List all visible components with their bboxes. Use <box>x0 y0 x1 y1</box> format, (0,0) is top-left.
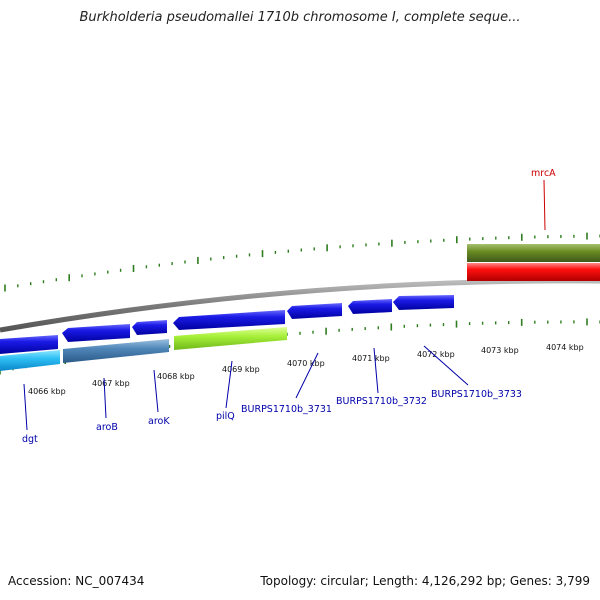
leader-aroK <box>153 369 159 413</box>
gene-label-dgt[interactable]: dgt <box>22 434 38 445</box>
leader-3732 <box>373 347 379 394</box>
leader-aroB <box>103 377 107 419</box>
gene-label-pilQ[interactable]: pilQ <box>216 411 235 422</box>
chromosome-backbone <box>0 278 600 333</box>
feature-arrows <box>0 295 454 371</box>
leader-3731 <box>295 352 319 399</box>
scale-label-4069: 4069 kbp <box>222 365 260 374</box>
leader-dgt <box>23 383 28 431</box>
scale-label-4067: 4067 kbp <box>92 379 130 388</box>
scale-label-4072: 4072 kbp <box>417 350 455 359</box>
scale-labels: 4066 kbp 4067 kbp 4068 kbp 4069 kbp 4070… <box>28 343 584 396</box>
gene-label-aroB[interactable]: aroB <box>96 422 118 433</box>
topology-summary: Topology: circular; Length: 4,126,292 bp… <box>260 574 590 588</box>
gene-arrow-4[interactable] <box>173 310 285 330</box>
scale-label-4071: 4071 kbp <box>352 354 390 363</box>
accession-text: Accession: NC_007434 <box>8 574 145 588</box>
scale-label-4070: 4070 kbp <box>287 359 325 368</box>
gene-label-BURPS1710b_3732[interactable]: BURPS1710b_3732 <box>336 396 427 407</box>
gene-arrow-2[interactable] <box>62 324 130 342</box>
gene-arrow-3[interactable] <box>132 320 167 335</box>
scale-label-4074: 4074 kbp <box>546 343 584 352</box>
map-title: Burkholderia pseudomallei 1710b chromoso… <box>79 10 521 25</box>
gene-dgt-cds[interactable] <box>0 350 60 371</box>
gene-pilQ-cds[interactable] <box>174 327 287 350</box>
label-leaders <box>23 179 546 431</box>
scale-label-4073: 4073 kbp <box>481 346 519 355</box>
gene-mrcA-red[interactable] <box>467 263 600 281</box>
gene-label-BURPS1710b_3733[interactable]: BURPS1710b_3733 <box>431 389 522 400</box>
scale-label-4068: 4068 kbp <box>157 372 195 381</box>
gene-mrcA-olive[interactable] <box>467 244 600 262</box>
gene-arrow-5[interactable] <box>287 303 342 319</box>
gene-label-aroK[interactable]: aroK <box>148 416 170 427</box>
scale-label-4066: 4066 kbp <box>28 387 66 396</box>
gene-label-mrcA[interactable]: mrcA <box>531 168 556 179</box>
gene-arrow-1[interactable] <box>0 335 58 354</box>
outer-tick-marks <box>4 232 600 292</box>
gene-arrow-6[interactable] <box>348 299 392 314</box>
leader-mrcA <box>543 179 546 231</box>
gene-labels: mrcA dgt aroB aroK pilQ BURPS1710b_3731 … <box>22 168 556 445</box>
leader-3733 <box>423 345 469 386</box>
gene-label-BURPS1710b_3731[interactable]: BURPS1710b_3731 <box>241 404 332 415</box>
gene-arrow-7[interactable] <box>393 295 454 310</box>
leader-pilQ <box>225 360 233 409</box>
gene-aroB-cds[interactable] <box>63 339 169 363</box>
